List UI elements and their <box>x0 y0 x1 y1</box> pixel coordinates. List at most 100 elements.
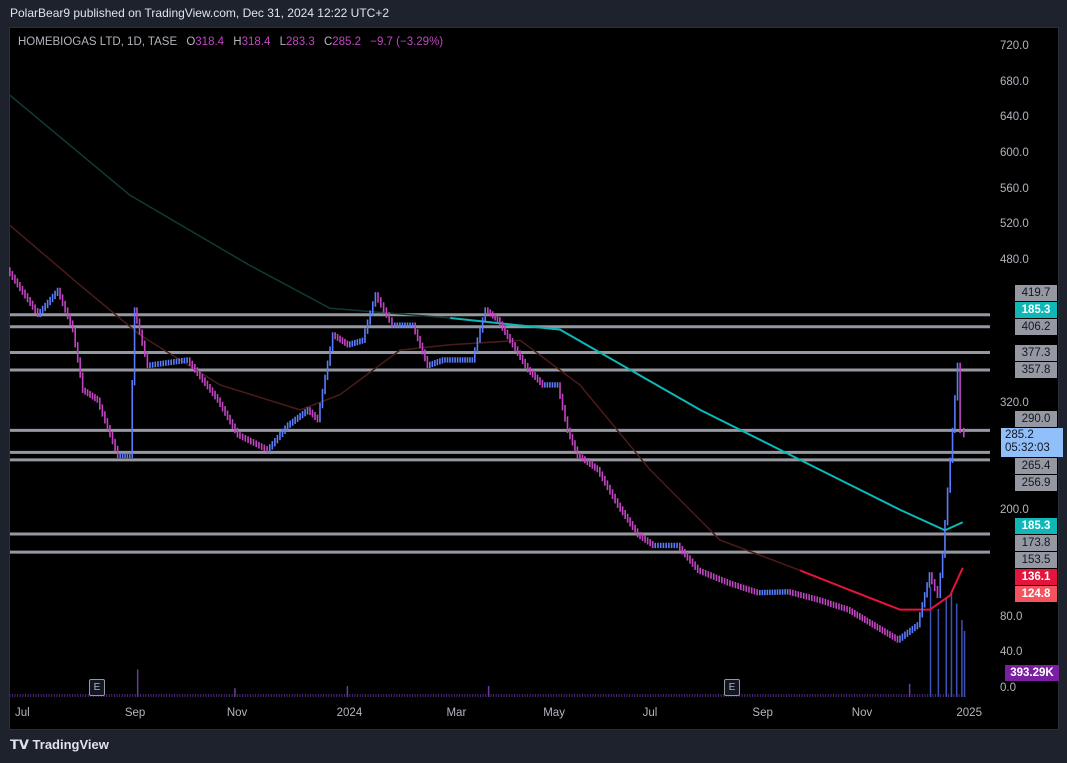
volume-bar <box>174 694 176 697</box>
volume-bar <box>349 694 351 697</box>
volume-bar <box>77 694 79 697</box>
volume-bar <box>529 694 531 697</box>
volume-bar <box>64 694 66 697</box>
volume-bar <box>895 694 897 697</box>
volume-bar <box>867 694 869 697</box>
volume-bar <box>948 694 950 697</box>
volume-bar <box>453 694 455 697</box>
volume-bar <box>79 694 81 697</box>
volume-bar <box>589 694 591 697</box>
volume-bar <box>814 694 816 697</box>
ma-long-label: 185.3 <box>1015 517 1057 534</box>
volume-bar <box>17 694 19 697</box>
volume-bar <box>192 694 194 697</box>
volume-bar <box>676 694 678 697</box>
symbol-legend: HOMEBIOGAS LTD, 1D, TASE O318.4 H318.4 L… <box>18 36 443 48</box>
volume-bar <box>872 694 874 697</box>
chart-pane[interactable] <box>9 27 1059 730</box>
volume-bar <box>317 694 319 697</box>
volume-bar <box>668 694 670 697</box>
y-axis-tick: 0.0 <box>1000 682 1016 694</box>
volume-bar <box>537 694 539 697</box>
x-axis-tick: Sep <box>124 707 146 719</box>
high-value: 318.4 <box>241 36 271 48</box>
y-axis-tick: 680.0 <box>1000 75 1029 88</box>
volume-bar <box>74 694 76 697</box>
level-price-label: 173.8 <box>1015 534 1057 551</box>
volume-bar <box>278 694 280 697</box>
volume-bar <box>333 694 335 697</box>
volume-bar <box>140 694 142 697</box>
volume-bar <box>514 694 516 697</box>
earnings-badge[interactable]: E <box>89 679 105 696</box>
volume-bar <box>56 694 58 697</box>
close-value: 285.2 <box>332 36 362 48</box>
moving-average-short <box>9 224 801 572</box>
volume-bar <box>770 694 772 697</box>
volume-bar <box>791 694 793 697</box>
volume-bar <box>330 694 332 697</box>
volume-bar <box>673 694 675 697</box>
volume-bar <box>853 694 855 697</box>
volume-bar <box>801 694 803 697</box>
volume-bar <box>793 694 795 697</box>
tradingview-logo[interactable]: 𝗧𝗩 TradingView <box>10 737 109 753</box>
volume-bar <box>296 694 298 697</box>
volume-bar <box>963 631 966 697</box>
volume-bar <box>778 694 780 697</box>
volume-bar <box>597 694 599 697</box>
volume-bar <box>310 694 312 697</box>
volume-bar <box>197 694 199 697</box>
volume-bar <box>184 694 186 697</box>
volume-bar <box>474 694 476 697</box>
volume-bar <box>657 694 659 697</box>
volume-bar <box>626 694 628 697</box>
volume-bar <box>846 694 848 697</box>
volume-bar <box>132 694 134 697</box>
volume-bar <box>244 694 246 697</box>
volume-bar <box>66 694 68 697</box>
volume-bar <box>592 694 594 697</box>
volume-bar <box>681 694 683 697</box>
volume-bar <box>283 694 285 697</box>
volume-bar <box>242 694 244 697</box>
volume-bar <box>362 694 364 697</box>
volume-bar <box>354 694 356 697</box>
volume-bar <box>880 694 882 697</box>
price-label: 124.8 <box>1015 585 1057 602</box>
current-price: 285.2 <box>1005 428 1034 441</box>
volume-bar <box>830 694 832 697</box>
volume-bar <box>158 694 160 697</box>
volume-bar <box>226 694 228 697</box>
volume-bar <box>932 694 934 697</box>
volume-bar <box>697 694 699 697</box>
volume-bar <box>228 694 230 697</box>
volume-bar <box>762 694 764 697</box>
volume-bar <box>294 694 296 697</box>
volume-bar <box>398 694 400 697</box>
close-label: C <box>323 36 333 48</box>
volume-bar <box>840 694 842 697</box>
volume-bar <box>511 694 513 697</box>
volume-bar <box>126 694 128 697</box>
volume-bar <box>223 694 225 697</box>
x-axis-tick: Jul <box>642 707 658 719</box>
volume-bar <box>555 694 557 697</box>
earnings-badge[interactable]: E <box>724 679 740 696</box>
volume-bar <box>213 694 215 697</box>
volume-bar <box>215 694 217 697</box>
volume-bar <box>767 694 769 697</box>
volume-bar <box>299 694 301 697</box>
volume-bar <box>427 694 429 697</box>
volume-bar <box>796 694 798 697</box>
volume-bar <box>772 694 774 697</box>
y-axis-tick: 520.0 <box>1000 218 1029 231</box>
volume-bar <box>291 694 293 697</box>
volume-bar <box>851 694 853 697</box>
volume-bar <box>247 694 249 697</box>
volume-bar <box>548 694 549 697</box>
volume-bar <box>833 694 835 697</box>
volume-bar <box>14 694 16 697</box>
volume-bar <box>908 683 911 697</box>
